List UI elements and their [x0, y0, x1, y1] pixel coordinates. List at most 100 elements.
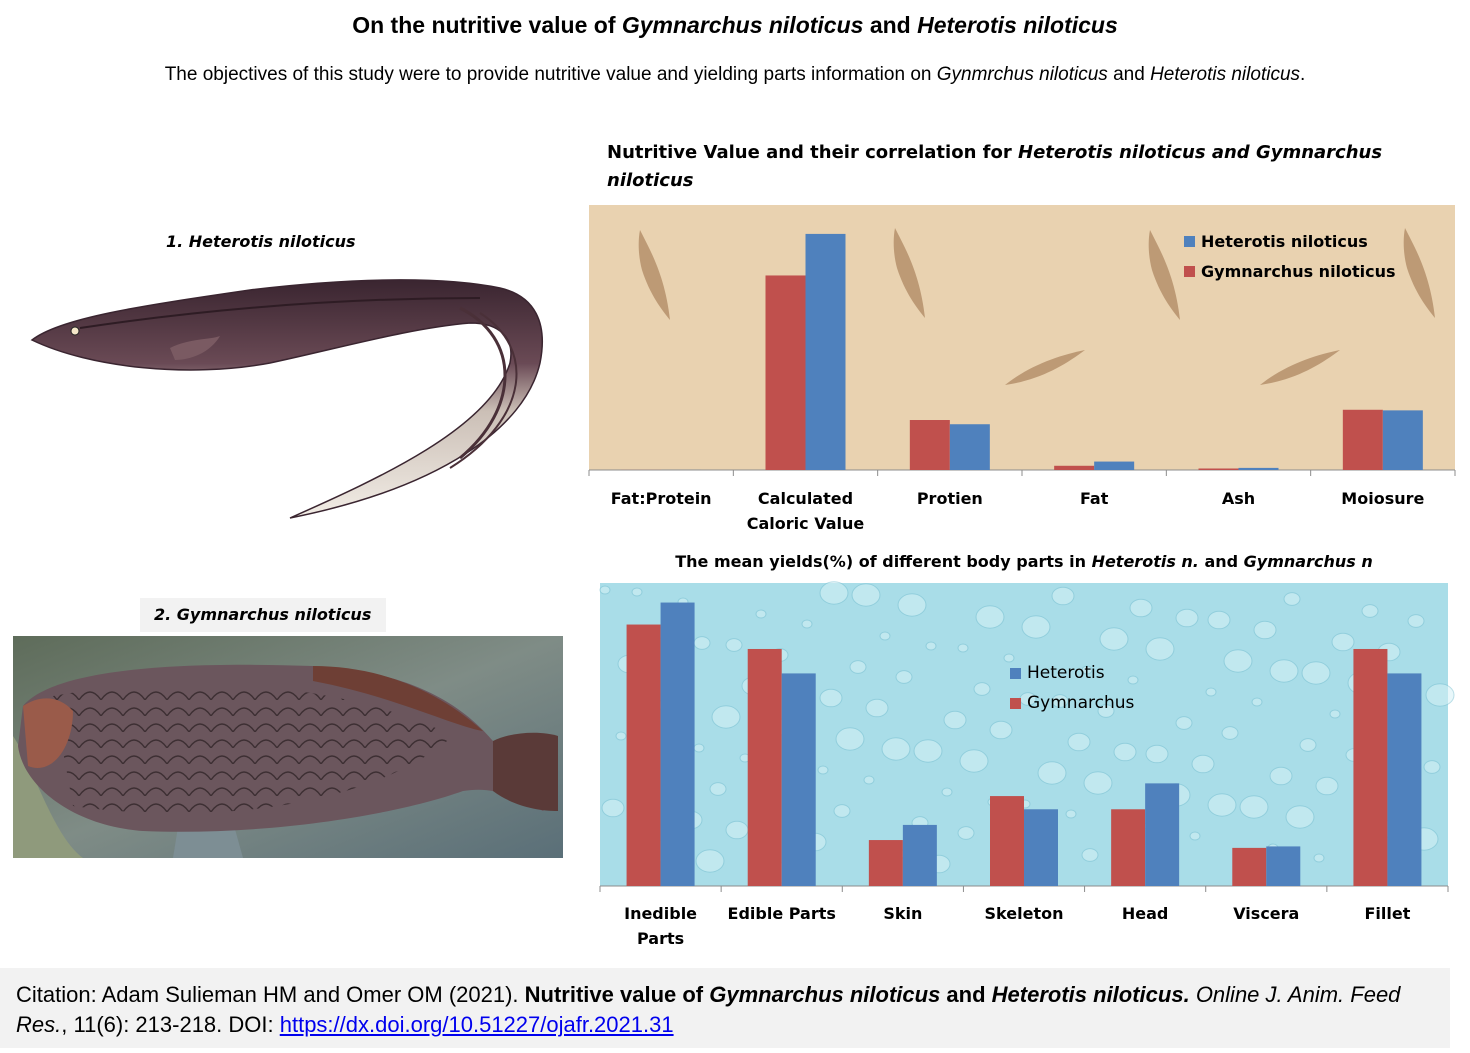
chart2-bubble-decoration — [1083, 771, 1113, 795]
fish-illustration-1 — [30, 279, 544, 519]
chart2-legend-label-gymnarchus: Gymnarchus — [1027, 693, 1135, 713]
chart2-bubble-decoration — [849, 660, 867, 674]
chart1-title-prefix: Nutritive Value and their correlation fo… — [607, 142, 1018, 163]
chart2-bubble-decoration — [975, 605, 1005, 629]
chart1-title-species: Heterotis niloticus and Gymnarchus nilot… — [607, 142, 1383, 191]
citation-title-species-1: Gymnarchus niloticus — [709, 982, 941, 1007]
chart2-legend-label-heterotis: Heterotis — [1027, 663, 1105, 683]
citation-box: Citation: Adam Sulieman HM and Omer OM (… — [0, 968, 1450, 1048]
chart1-bar-gymnarchus — [1342, 409, 1383, 470]
chart2-bubble-decoration — [1269, 659, 1299, 683]
chart2-bubble-decoration — [1129, 598, 1153, 618]
chart2-bubble-decoration — [865, 698, 889, 718]
chart2-bar-gymnarchus — [626, 624, 661, 886]
chart2-legend-item-gymnarchus: Gymnarchus — [1010, 688, 1134, 718]
chart2-bubble-decoration — [1175, 716, 1193, 730]
chart2-bubble-decoration — [851, 583, 881, 607]
chart2-bubble-decoration — [1423, 760, 1441, 774]
chart2-bubble-decoration — [1037, 761, 1067, 785]
chart2-bubble-decoration — [863, 775, 875, 785]
chart2-bar-heterotis — [660, 602, 695, 886]
chart2-bubble-decoration — [1331, 632, 1355, 652]
title-species-2: Heterotis niloticus — [917, 12, 1118, 38]
citation-volume: , 11(6): 213-218. DOI: — [61, 1012, 280, 1037]
chart2-bubble-decoration — [631, 587, 643, 597]
chart2-bubble-decoration — [801, 619, 813, 629]
subtitle-end: . — [1300, 64, 1306, 85]
chart2-bar-gymnarchus — [1111, 809, 1146, 886]
chart2-bubble-decoration — [817, 765, 829, 775]
chart2-bubble-decoration — [695, 849, 725, 873]
chart2-bar-gymnarchus — [990, 796, 1024, 886]
subtitle-prefix: The objectives of this study were to pro… — [164, 64, 937, 85]
chart2-bubble-decoration — [1315, 776, 1339, 796]
chart1-category-label: Fat — [1079, 489, 1109, 508]
citation-doi-link[interactable]: https://dx.doi.org/10.51227/ojafr.2021.3… — [279, 1012, 674, 1037]
title-species-1: Gymnarchus niloticus — [621, 12, 864, 38]
chart2-bubble-decoration — [1127, 675, 1139, 685]
chart1-category-label: Moiosure — [1341, 489, 1425, 508]
title-prefix: On the nutritive value of — [352, 12, 622, 38]
chart1-fossil-decoration — [638, 230, 670, 320]
chart2-bubble-decoration — [1223, 649, 1253, 673]
citation-prefix: Citation: Adam Sulieman HM and Omer OM (… — [16, 982, 525, 1007]
chart1-legend-label-gymnarchus: Gymnarchus niloticus — [1201, 261, 1396, 281]
citation-title-species-2: Heterotis niloticus. — [991, 982, 1190, 1007]
chart2-bubble-decoration — [1239, 795, 1269, 819]
chart2-category-label: Fillet — [1364, 904, 1411, 923]
chart2-legend-swatch-heterotis — [1010, 667, 1021, 679]
chart2-bar-heterotis — [1266, 846, 1301, 886]
chart2-legend-item-heterotis: Heterotis — [1010, 658, 1134, 688]
chart2-bubble-decoration — [1081, 848, 1099, 862]
chart2-bubble-decoration — [599, 585, 611, 595]
chart1-legend-swatch-heterotis — [1184, 235, 1195, 247]
chart2-bar-heterotis — [781, 673, 816, 886]
chart2-bubble-decoration — [1299, 738, 1317, 752]
chart2-bubble-decoration — [1285, 805, 1315, 829]
chart2-bubble-decoration — [959, 749, 989, 773]
chart2-bubble-decoration — [725, 820, 749, 840]
chart2-bubble-decoration — [1251, 697, 1263, 707]
chart2-bubble-decoration — [755, 609, 767, 619]
chart2-bubble-decoration — [1145, 637, 1175, 661]
chart2-bubble-decoration — [1313, 853, 1325, 863]
chart2-title: The mean yields(%) of different body par… — [600, 552, 1448, 571]
chart2-bubble-decoration — [835, 727, 865, 751]
chart1-fossil-decoration — [1260, 350, 1340, 385]
chart2-bubble-decoration — [925, 641, 937, 651]
chart2-category-label: Edible Parts — [727, 904, 836, 923]
chart2-bubble-decoration — [895, 670, 913, 684]
chart2-bubble-decoration — [725, 638, 743, 652]
chart2-bubble-decoration — [709, 782, 727, 796]
chart2-bubble-decoration — [1051, 694, 1069, 708]
chart2-title-and: and — [1198, 552, 1244, 571]
chart2-bubble-decoration — [1189, 831, 1201, 841]
figure-label-2: 2. Gymnarchus niloticus — [140, 598, 386, 632]
chart2-bar-gymnarchus — [747, 648, 782, 886]
chart1-fossil-decoration — [1005, 350, 1085, 385]
chart2-bar-heterotis — [1024, 809, 1058, 886]
chart2-bubble-decoration — [1065, 809, 1077, 819]
citation-title-a: Nutritive value of — [524, 982, 710, 1007]
page-title: On the nutritive value of Gymnarchus nil… — [0, 12, 1470, 39]
chart2-legend-swatch-gymnarchus — [1010, 697, 1021, 709]
fish-photo-2 — [13, 636, 563, 858]
chart2-bubble-decoration — [1207, 610, 1231, 630]
chart2-bubble-decoration — [1097, 704, 1115, 718]
chart2-category-label: Skeleton — [984, 904, 1064, 923]
chart2-bubble-decoration — [615, 731, 627, 741]
chart1-fossil-decoration — [1148, 230, 1180, 320]
chart2-bubble-decoration — [1301, 661, 1331, 685]
chart2-bubble-decoration — [1051, 586, 1075, 606]
chart2-bar-gymnarchus — [1353, 648, 1388, 886]
chart2-bubble-decoration — [989, 720, 1013, 740]
chart2-category-label: Head — [1121, 904, 1169, 923]
chart2-bubble-decoration — [1425, 683, 1455, 707]
chart2-legend: Heterotis Gymnarchus — [1010, 658, 1134, 718]
chart2-category-label: Inedible Parts — [624, 904, 698, 948]
chart2-bubble-decoration — [1021, 615, 1051, 639]
chart2-bubble-decoration — [957, 643, 969, 653]
chart2-bubble-decoration — [1003, 653, 1015, 663]
chart2-bubble-decoration — [1253, 620, 1277, 640]
chart2-category-label: Viscera — [1233, 904, 1300, 923]
